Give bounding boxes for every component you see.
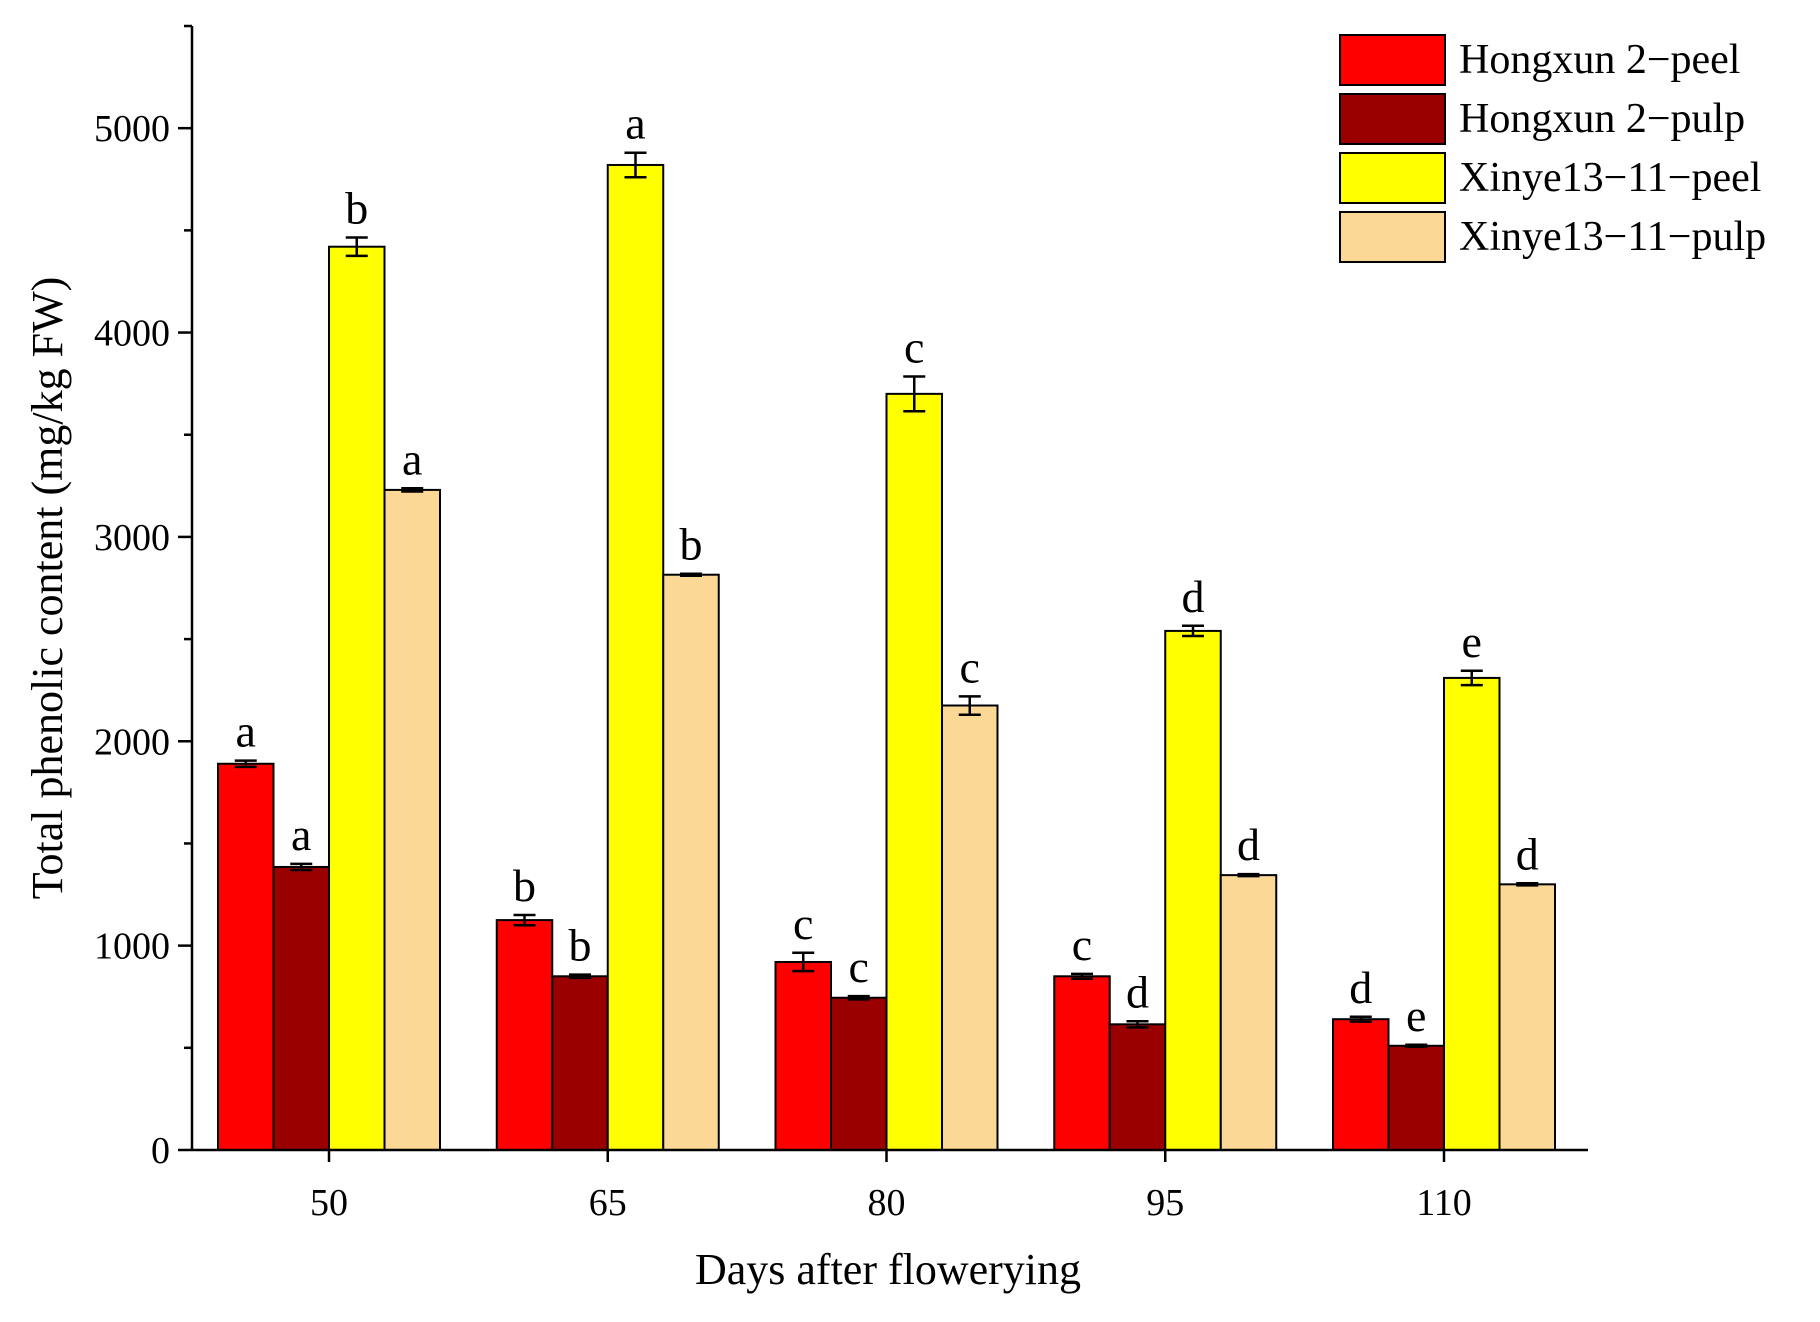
bar-110-series-3 bbox=[1443, 676, 1501, 1151]
bar-50-series-4 bbox=[383, 488, 441, 1151]
significance-letter: c bbox=[793, 898, 813, 949]
significance-letter: c bbox=[960, 641, 980, 692]
error-bar-50-series-3 bbox=[345, 236, 368, 258]
bar-95-series-2 bbox=[1108, 1023, 1167, 1152]
x-axis-ticks: 50 65 80 95 110 bbox=[310, 1150, 1472, 1224]
legend-label: Xinye13−11−pulp bbox=[1459, 214, 1766, 260]
bar-50-series-3 bbox=[328, 245, 386, 1152]
legend-item: Hongxun 2−peel bbox=[1339, 34, 1740, 86]
significance-letter: d bbox=[1516, 828, 1539, 879]
bar-80-series-1 bbox=[774, 960, 832, 1152]
significance-letter: b bbox=[569, 920, 592, 971]
y-tick-label: 3000 bbox=[94, 517, 170, 559]
bar-65-series-3 bbox=[606, 163, 665, 1151]
y-tick-label: 1000 bbox=[94, 926, 170, 968]
legend-item: Hongxun 2−pulp bbox=[1339, 93, 1745, 145]
bar-95-series-3 bbox=[1164, 629, 1222, 1151]
error-bar-80-series-4 bbox=[958, 695, 981, 716]
error-bar-95-series-2 bbox=[1126, 1020, 1149, 1029]
legend: Hongxun 2−peel Hongxun 2−pulp Xinye13−11−p… bbox=[1339, 34, 1766, 263]
x-axis-title: Days after flowerying bbox=[695, 1245, 1081, 1294]
error-bar-65-series-1 bbox=[513, 913, 536, 927]
x-tick-label: 65 bbox=[589, 1182, 627, 1224]
x-tick-label: 110 bbox=[1416, 1182, 1472, 1224]
significance-letter: d bbox=[1349, 962, 1372, 1013]
legend-label: Xinye13−11−peel bbox=[1459, 155, 1761, 201]
error-bar-50-series-4 bbox=[401, 487, 424, 493]
legend-label: Hongxun 2−pulp bbox=[1459, 96, 1745, 142]
error-bar-65-series-3 bbox=[624, 151, 647, 179]
error-bar-110-series-2 bbox=[1405, 1043, 1428, 1049]
error-bar-50-series-1 bbox=[234, 759, 257, 769]
bar-95-series-1 bbox=[1053, 975, 1111, 1151]
error-bar-95-series-4 bbox=[1237, 872, 1260, 878]
bars-layer bbox=[217, 163, 1556, 1152]
error-bar-110-series-3 bbox=[1460, 669, 1483, 687]
legend-swatch bbox=[1339, 211, 1446, 263]
bar-110-series-1 bbox=[1332, 1018, 1390, 1151]
x-tick-label: 80 bbox=[868, 1182, 906, 1224]
error-bar-65-series-2 bbox=[569, 973, 591, 980]
legend-item: Xinye13−11−peel bbox=[1339, 152, 1761, 204]
error-bar-110-series-1 bbox=[1349, 1015, 1372, 1023]
y-tick-label: 0 bbox=[151, 1130, 170, 1172]
significance-letter: b bbox=[513, 860, 536, 911]
bar-80-series-2 bbox=[830, 996, 888, 1151]
significance-letter: c bbox=[1072, 919, 1092, 970]
bar-80-series-3 bbox=[885, 392, 943, 1151]
axes-layer: 0 1000 2000 3000 4000 5000 50 65 80 95 110 bbox=[94, 24, 1588, 1224]
significance-letter: e bbox=[1462, 616, 1482, 667]
error-bar-80-series-1 bbox=[792, 951, 815, 973]
bar-110-series-2 bbox=[1387, 1044, 1445, 1151]
y-tick-label: 2000 bbox=[94, 721, 170, 763]
significance-letter: c bbox=[904, 321, 924, 372]
x-tick-label: 50 bbox=[310, 1182, 348, 1224]
bar-50-series-1 bbox=[217, 762, 275, 1152]
significance-letter: b bbox=[680, 519, 703, 570]
significance-letter: a bbox=[236, 706, 256, 757]
error-bars-layer bbox=[234, 151, 1539, 1049]
y-tick-label: 5000 bbox=[94, 108, 170, 150]
legend-label: Hongxun 2−peel bbox=[1459, 37, 1740, 83]
error-bar-95-series-3 bbox=[1182, 624, 1204, 638]
bar-65-series-4 bbox=[662, 573, 720, 1151]
significance-letter: e bbox=[1406, 990, 1426, 1041]
bar-50-series-2 bbox=[272, 865, 330, 1151]
error-bar-65-series-4 bbox=[680, 572, 702, 577]
significance-letter: c bbox=[849, 941, 869, 992]
significance-letter: b bbox=[345, 183, 368, 234]
error-bar-95-series-1 bbox=[1071, 972, 1093, 980]
legend-swatch bbox=[1339, 152, 1446, 204]
significance-letter: a bbox=[291, 809, 311, 860]
error-bar-80-series-3 bbox=[903, 375, 926, 413]
significance-letter: d bbox=[1126, 966, 1149, 1017]
legend-item: Xinye13−11−pulp bbox=[1339, 211, 1766, 263]
x-tick-label: 95 bbox=[1146, 1182, 1184, 1224]
significance-letter: a bbox=[402, 433, 422, 484]
error-bar-50-series-2 bbox=[290, 862, 313, 872]
error-bar-80-series-2 bbox=[847, 994, 870, 1001]
legend-swatch bbox=[1339, 93, 1446, 145]
y-axis-ticks: 0 1000 2000 3000 4000 5000 bbox=[94, 24, 192, 1172]
error-bar-110-series-4 bbox=[1516, 882, 1539, 887]
y-axis-title: Total phenolic content (mg/kg FW) bbox=[23, 277, 72, 900]
significance-letter: a bbox=[625, 98, 645, 149]
bar-65-series-1 bbox=[495, 919, 554, 1151]
y-tick-label: 4000 bbox=[94, 313, 170, 355]
bar-110-series-4 bbox=[1498, 883, 1556, 1151]
bar-65-series-2 bbox=[551, 975, 609, 1151]
significance-letter: d bbox=[1237, 819, 1260, 870]
bar-95-series-4 bbox=[1219, 874, 1278, 1151]
significance-letter: d bbox=[1182, 571, 1205, 622]
legend-swatch bbox=[1339, 34, 1446, 86]
bar-80-series-4 bbox=[941, 704, 999, 1151]
